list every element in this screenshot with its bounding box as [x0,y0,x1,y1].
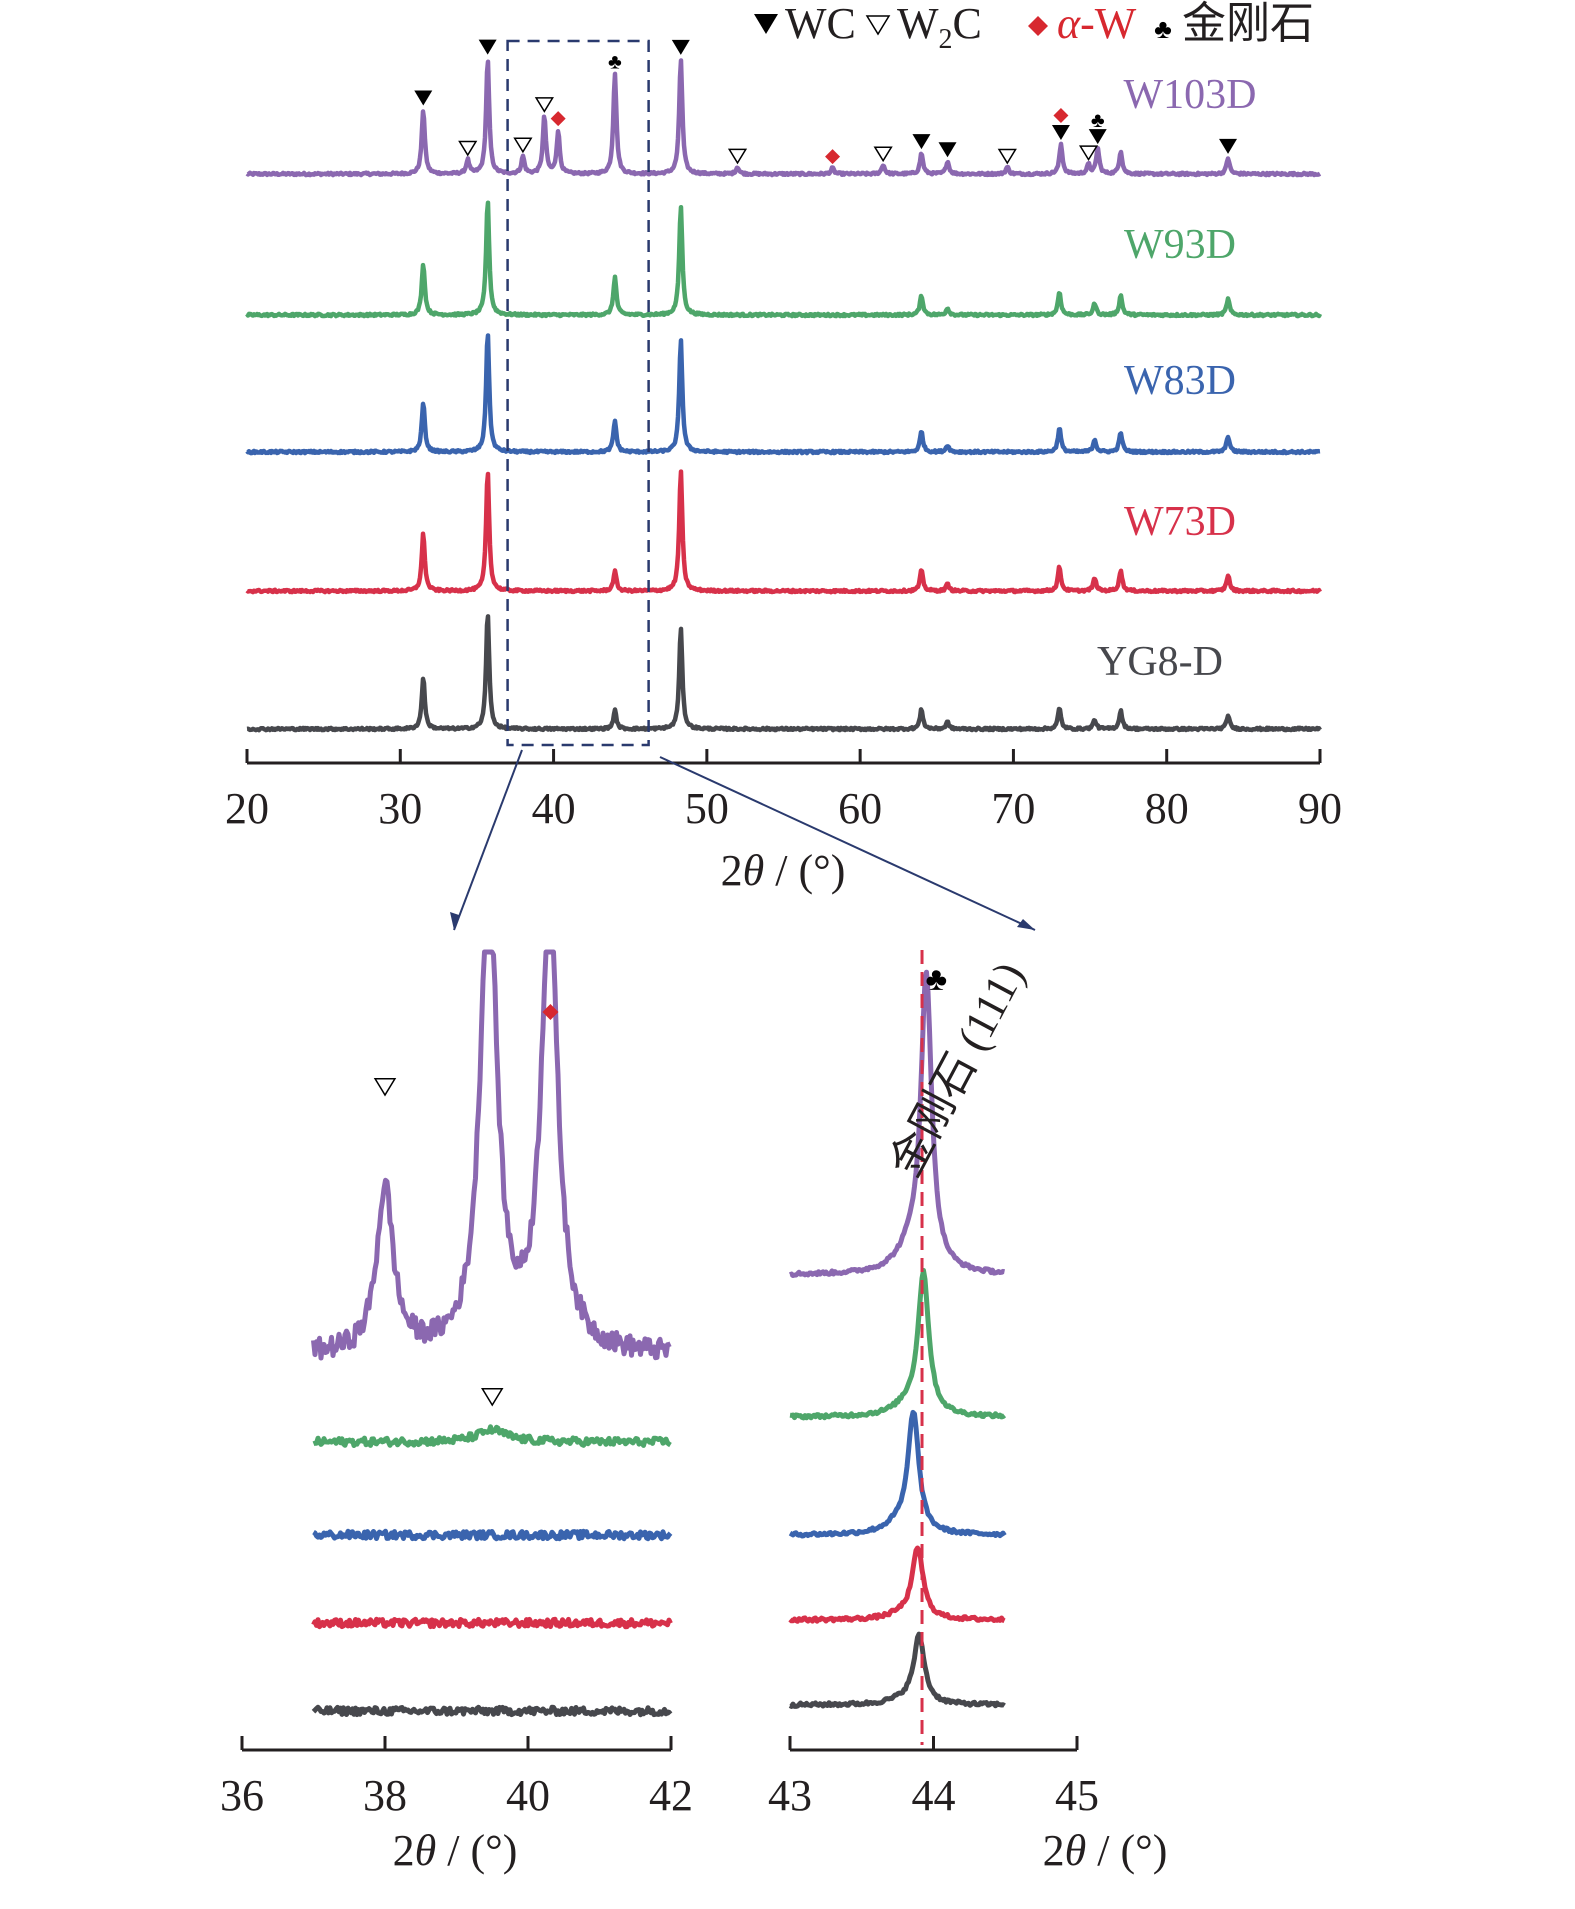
inset-right-x-axis-label: 2θ / (°) [1043,1826,1168,1875]
w2c-marker [458,140,478,157]
trace-w103d [245,58,1322,178]
main-x-axis-label: 2θ / (°) [721,846,846,895]
inset-right-club-marker: ♣ [925,962,947,998]
main-tick-label: 60 [838,784,882,833]
trace-yg8-d [245,614,1322,733]
legend-item-0: WC [754,0,856,48]
legend-w2c-icon [865,15,891,36]
inset-left-trace-w73d [311,1616,673,1630]
legend-label: 金刚石 [1182,0,1314,48]
series-label-w73d: W73D [1124,499,1236,545]
inset-left-tick-label: 38 [363,1771,407,1820]
main-tick-label: 90 [1298,784,1342,833]
zoom-box [506,39,650,747]
main-tick-label: 70 [991,784,1035,833]
inset-right-trace-w83d [788,1409,1007,1539]
series-label-w83d: W83D [1124,358,1236,404]
w2c-marker [534,97,554,113]
inset-left-trace-w83d [312,1528,673,1542]
legend-item-2: α-W [1028,0,1137,48]
inset-right-tick-label: 44 [912,1771,956,1820]
main-tick-label: 40 [532,784,576,833]
arrowhead-right [1017,919,1035,930]
legend: WC W2C α-W ♣ 金刚石 [754,0,1314,55]
legend-label: WC [785,0,856,48]
legend-label: W2C [897,0,982,55]
inset-left-w2c-marker [373,1078,397,1097]
inset-left-trace-yg8-d [311,1704,673,1718]
wc-marker [1051,124,1070,140]
alpha-w-marker [550,111,566,127]
series-label-yg8-d: YG8-D [1097,639,1223,685]
alpha-w-marker [1053,107,1069,123]
trace-w73d [245,469,1322,595]
inset-left-trace-w93d [312,1424,672,1448]
alpha-w-marker [825,149,841,165]
connector-right [659,756,1036,931]
diamond-club-marker: ♣ [1091,108,1105,132]
legend-item-3: ♣ 金刚石 [1154,0,1314,48]
inset-left-alpha-w-marker [542,1004,559,1020]
inset-right-tick-label: 43 [768,1771,812,1820]
diamond-111-annotation: 金刚石 (111) [881,954,1035,1185]
main-tick-label: 30 [378,784,422,833]
inset-left-tick-label: 36 [220,1771,264,1820]
w2c-marker [513,137,533,154]
legend-label: α-W [1057,0,1137,48]
legend-alpha-w-icon [1028,16,1048,36]
inset-right-tick-label: 45 [1055,1771,1099,1820]
wc-marker [938,142,957,158]
wc-marker [1219,138,1238,154]
trace-w83d [245,333,1322,456]
main-markers: ♣♣ [414,39,1238,165]
wc-marker [478,39,497,55]
wc-marker [671,39,690,55]
wc-marker [1088,129,1107,145]
legend-club-icon: ♣ [1154,14,1172,44]
main-x-axis: 20 30 40 50 60 70 80 90 [225,749,1342,833]
legend-wc-icon [754,14,778,34]
legend-item-1: W2C [865,0,982,55]
w2c-marker [873,146,893,163]
wc-marker [414,90,433,106]
main-tick-label: 20 [225,784,269,833]
inset-right-trace-w73d [788,1545,1006,1624]
main-tick-label: 80 [1145,784,1189,833]
inset-left-x-axis-label: 2θ / (°) [393,1826,518,1875]
inset-left: 36 38 40 42 2θ / (°) [220,949,693,1875]
w2c-marker [997,148,1017,165]
series-label-w93d: W93D [1124,222,1236,268]
w2c-marker [727,148,748,165]
inset-right: ♣金刚石 (111) 43 44 45 2θ / (°) [768,950,1167,1875]
inset-left-tick-label: 40 [506,1771,550,1820]
inset-right-trace-w93d [789,1268,1007,1421]
main-tick-label: 50 [685,784,729,833]
trace-w93d [245,200,1323,319]
arrowhead-left [450,912,459,930]
inset-left-tick-label: 42 [649,1771,693,1820]
inset-left-trace-w103d [311,949,672,1361]
zoom-connectors [450,749,1036,931]
wc-marker [912,134,931,150]
series-labels: W103D W93D W83D W73D YG8-D [1097,72,1256,685]
main-traces [245,58,1323,733]
inset-right-trace-yg8-d [788,1631,1006,1709]
inset-right-trace-w103d [788,969,1006,1278]
connector-left [453,749,523,931]
series-label-w103d: W103D [1124,72,1257,118]
w2c-marker [1078,145,1099,162]
diamond-club-marker: ♣ [608,50,622,74]
inset-left-w2c-marker-green [481,1388,504,1407]
